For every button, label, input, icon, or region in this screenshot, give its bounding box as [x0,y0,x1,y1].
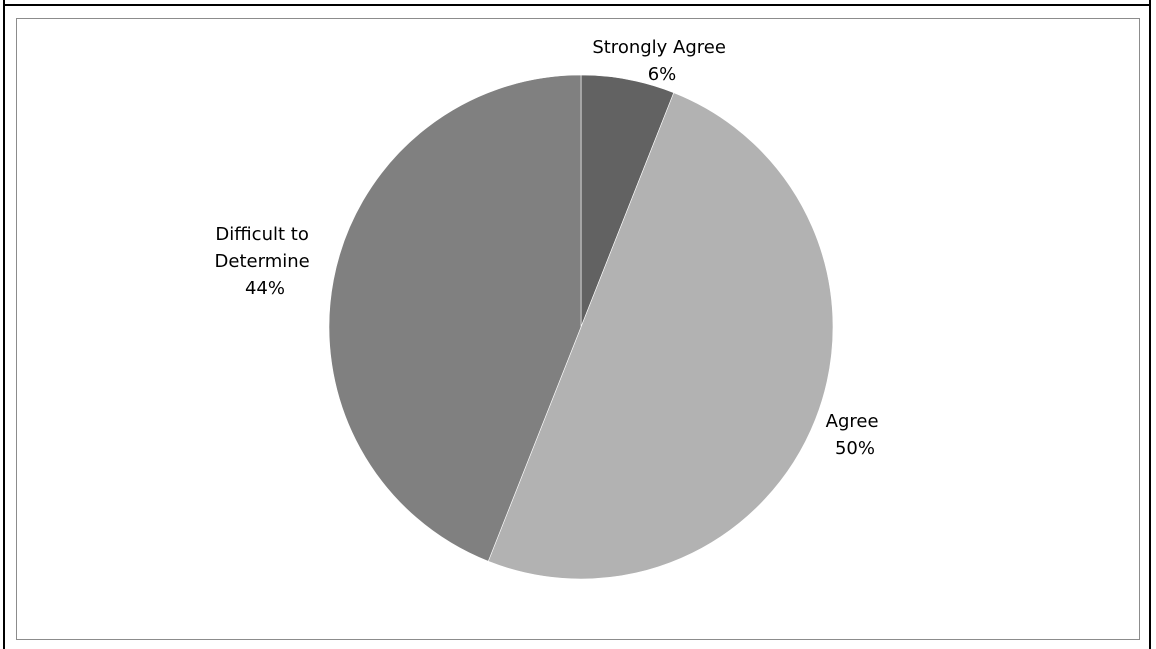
slice-label-agree-name: Agree [826,411,879,432]
slice-label-agree-percent: 50% [835,438,875,459]
slice-label-difficult-name-line1: Difficult to [215,224,308,245]
slice-label-strongly-agree: Strongly Agree 6% [592,37,731,85]
document-frame [3,0,1151,649]
slice-label-difficult-name-line2: Determine [215,251,310,272]
slice-label-strongly-agree-percent: 6% [648,64,677,85]
slice-label-strongly-agree-name: Strongly Agree [592,37,726,58]
pie-slices [328,74,834,580]
slice-agree [487,92,834,580]
slice-label-agree: Agree 50% [826,411,885,459]
slice-difficult-to-determine [328,74,582,562]
document-top-rule [3,4,1151,6]
slice-label-difficult-percent: 44% [245,278,285,299]
slice-label-difficult-to-determine: Difficult to Determine 44% [215,224,316,299]
pie-labels: Strongly Agree 6% Agree 50% Difficult to… [215,37,885,459]
